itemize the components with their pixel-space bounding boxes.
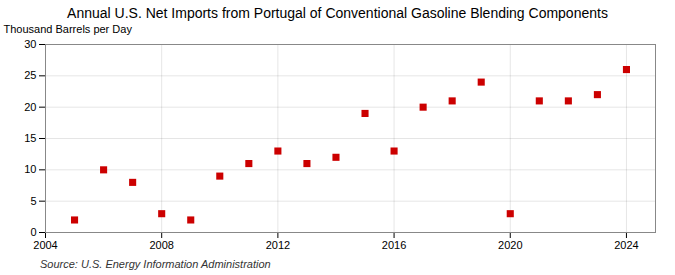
svg-text:2012: 2012	[266, 239, 290, 251]
svg-text:10: 10	[24, 163, 36, 175]
svg-text:Thousand Barrels per Day: Thousand Barrels per Day	[4, 23, 133, 35]
svg-text:2024: 2024	[614, 239, 638, 251]
svg-text:20: 20	[24, 101, 36, 113]
svg-text:25: 25	[24, 69, 36, 81]
svg-text:5: 5	[30, 195, 36, 207]
svg-text:30: 30	[24, 38, 36, 50]
svg-text:15: 15	[24, 132, 36, 144]
svg-text:2020: 2020	[498, 239, 522, 251]
html-text:Annual U.S. Net Imports from P: Annual U.S. Net Imports from Portugal of…	[67, 5, 608, 21]
html-text:Source: U.S. Energy Informatio: Source: U.S. Energy Information Administ…	[40, 258, 271, 270]
svg-text:0: 0	[30, 226, 36, 238]
svg-text:2004: 2004	[33, 239, 57, 251]
svg-text:2016: 2016	[382, 239, 406, 251]
svg-text:2008: 2008	[149, 239, 173, 251]
